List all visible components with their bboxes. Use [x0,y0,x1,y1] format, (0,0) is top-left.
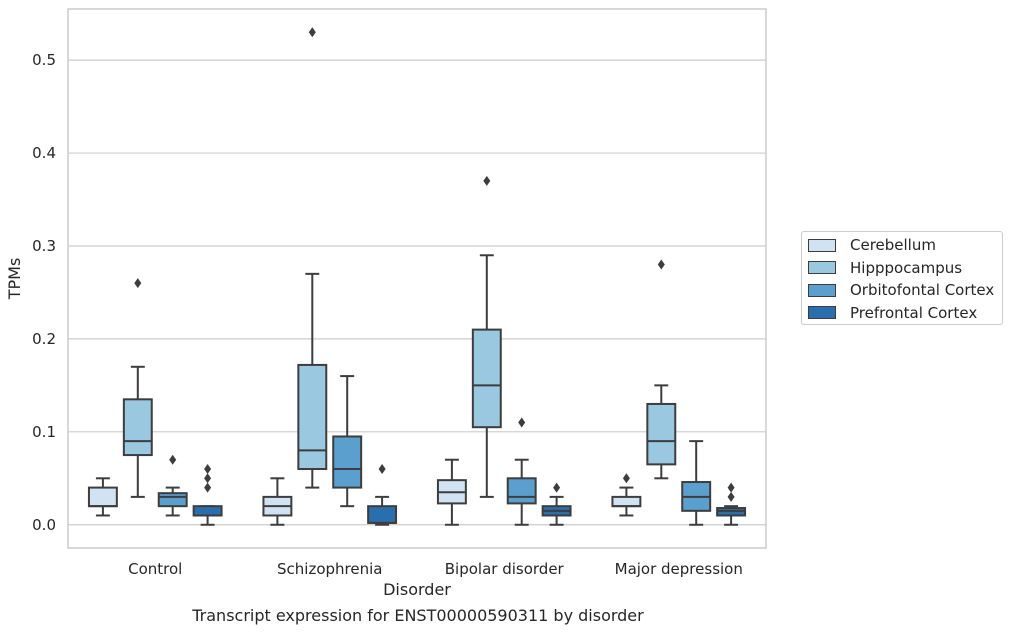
box-iqr [297,363,328,471]
gridlines [68,59,766,526]
box-iqr [611,495,642,508]
y-tick-label: 0.4 [32,144,56,162]
y-tick-label: 0.1 [32,423,56,441]
box-orbitofontal-cortex [332,375,363,508]
outlier-point [204,464,212,475]
y-tick-label: 0.3 [32,237,56,255]
x-axis-ticks: Control Schizophrenia Bipolar disorder Majo… [128,560,743,578]
outlier-point [134,278,142,289]
outlier-point [169,454,177,465]
box-prefrontal-cortex [716,482,747,526]
box-hipppocampus [122,278,153,498]
legend-label: Hipppocampus [850,258,963,277]
box-iqr [471,328,502,429]
outlier-point [204,482,212,493]
x-tick-label: Major depression [615,560,743,578]
box-orbitofontal-cortex [506,417,537,526]
outlier-point [378,464,386,475]
boxes [87,27,747,526]
x-tick-label: Control [128,560,182,578]
outlier-point [204,473,212,484]
y-tick-label: 0.5 [32,51,56,69]
legend-item: Orbitofontal Cortex [808,281,994,299]
outlier-point [727,482,735,493]
box-iqr [332,435,363,489]
box-prefrontal-cortex [367,464,398,526]
x-tick-label: Bipolar disorder [445,560,565,578]
outlier-point [622,473,630,484]
legend: Cerebellum Hipppocampus Orbitofontal Corte… [801,231,1003,325]
y-tick-label: 0.0 [32,516,56,534]
box-iqr [157,492,188,508]
box-iqr [87,486,118,508]
box-hipppocampus [646,259,677,480]
legend-item: Hipppocampus [808,259,962,277]
outlier-point [483,175,491,186]
legend-label: Cerebellum [850,236,936,254]
outlier-point [518,417,526,428]
plot-frame [67,8,767,549]
legend-swatch [808,261,836,274]
box-prefrontal-cortex [541,482,572,526]
box-orbitofontal-cortex [681,440,712,526]
box-cerebellum [262,477,293,526]
box-prefrontal-cortex [192,464,223,526]
box-iqr [367,505,398,524]
legend-swatch [808,306,836,319]
y-axis-label: TPMs [5,258,24,301]
legend-item: Cerebellum [808,236,936,254]
box-iqr [122,398,153,457]
chart-title: Transcript expression for ENST0000059031… [192,606,644,625]
box-orbitofontal-cortex [157,454,188,517]
x-axis-label: Disorder [383,580,451,599]
outlier-point [308,27,316,38]
box-cerebellum [611,473,642,517]
box-iqr [192,505,223,517]
box-hipppocampus [471,175,502,498]
legend-swatch [808,238,836,252]
box-iqr [506,477,537,505]
legend-label: Orbitofontal Cortex [850,281,995,299]
outlier-point [727,491,735,502]
y-tick-label: 0.2 [32,330,56,348]
legend-swatch [808,283,836,297]
box-cerebellum [87,477,118,517]
box-hipppocampus [297,27,328,489]
box-iqr [646,402,677,466]
box-cerebellum [436,458,467,526]
legend-label: Prefrontal Cortex [850,303,978,322]
outlier-point [657,259,665,270]
outlier-point [553,482,561,493]
x-tick-label: Schizophrenia [277,560,382,578]
y-axis-ticks: 0.0 0.1 0.2 0.3 0.4 0.5 [32,51,56,534]
legend-item: Prefrontal Cortex [808,304,977,322]
